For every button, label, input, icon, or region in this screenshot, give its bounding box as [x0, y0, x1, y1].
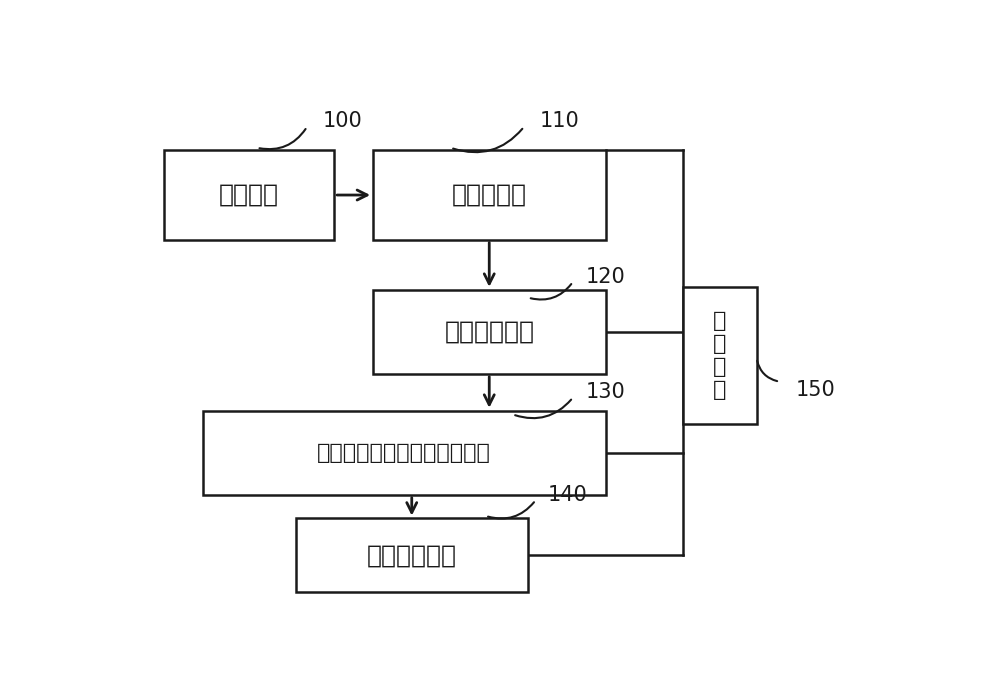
Bar [373, 150, 606, 240]
Text: 供
电
设
备: 供 电 设 备 [713, 311, 726, 400]
Bar [683, 287, 757, 423]
Bar [296, 518, 528, 592]
Text: 故障初步诊断与特征提取模块: 故障初步诊断与特征提取模块 [317, 443, 491, 462]
Text: 110: 110 [540, 111, 579, 131]
Text: 140: 140 [547, 485, 587, 505]
Text: 传感器设备: 传感器设备 [452, 183, 527, 207]
Text: 100: 100 [323, 111, 362, 131]
Text: 150: 150 [795, 380, 835, 400]
Text: 信号调理模块: 信号调理模块 [444, 320, 534, 344]
Bar [373, 290, 606, 374]
Bar [202, 410, 606, 494]
Bar [164, 150, 334, 240]
Text: 故障诊断终端: 故障诊断终端 [367, 543, 457, 568]
Text: 130: 130 [586, 382, 626, 402]
Text: 120: 120 [586, 266, 626, 287]
Text: 液压系统: 液压系统 [219, 183, 279, 207]
